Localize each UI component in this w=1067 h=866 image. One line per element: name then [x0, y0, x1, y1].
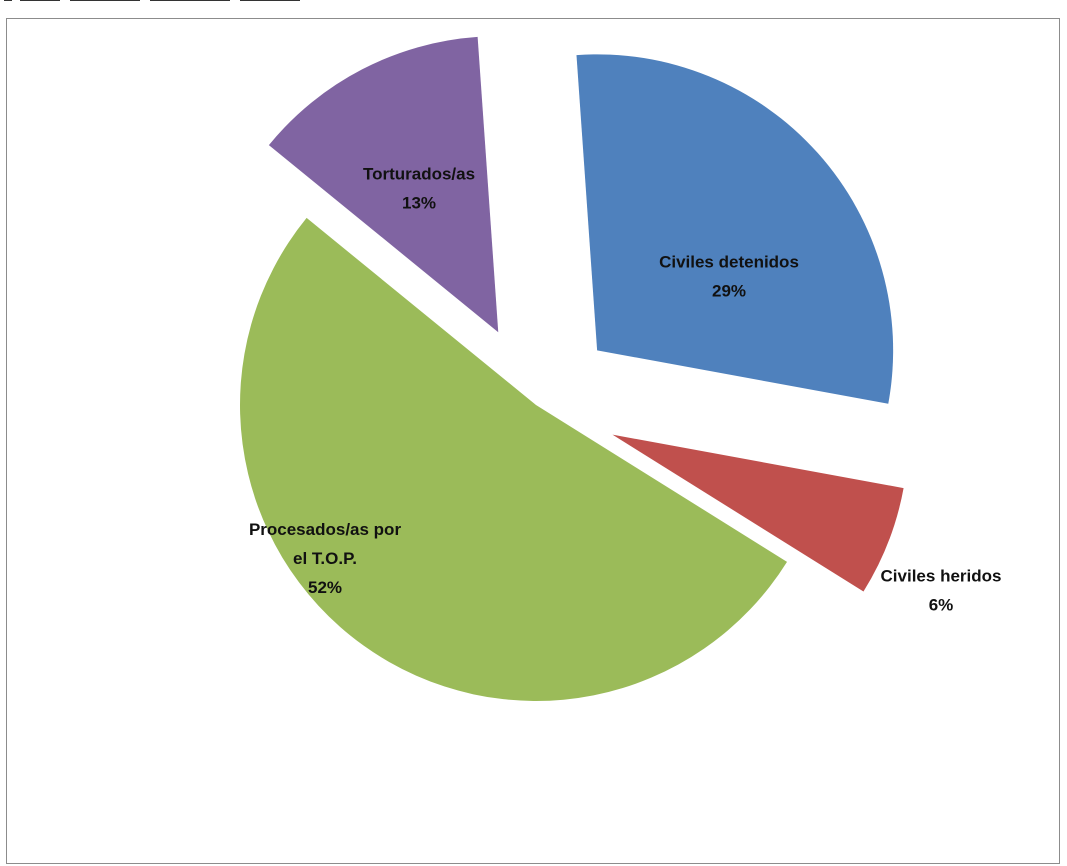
slice-label-2: Civiles heridos 6% — [881, 567, 1002, 615]
pie-slices — [240, 36, 904, 702]
slice-label-4: Torturados/as 13% — [363, 165, 475, 213]
slice-percent-label: 29% — [712, 282, 746, 301]
pie-slice-2 — [612, 434, 904, 592]
slice-label-1: Civiles detenidos 29% — [659, 253, 799, 301]
slice-percent-label: 52% — [308, 578, 342, 597]
slice-category-label: Civiles heridos — [881, 567, 1002, 586]
pie-slice-4 — [268, 36, 499, 333]
slice-category-label: Procesados/as por — [249, 520, 402, 539]
pie-slice-3 — [240, 217, 788, 702]
slice-category-label: Torturados/as — [363, 165, 475, 184]
pie-slice-1 — [576, 54, 894, 404]
slice-percent-label: 6% — [929, 596, 954, 615]
pie-labels: Civiles detenidos 29% Civiles heridos 6% Pro… — [249, 165, 1002, 615]
slice-percent-label: 13% — [402, 194, 436, 213]
slice-category-label: el T.O.P. — [293, 549, 357, 568]
slice-label-3: Procesados/as por el T.O.P. 52% — [249, 520, 402, 597]
slice-category-label: Civiles detenidos — [659, 253, 799, 272]
